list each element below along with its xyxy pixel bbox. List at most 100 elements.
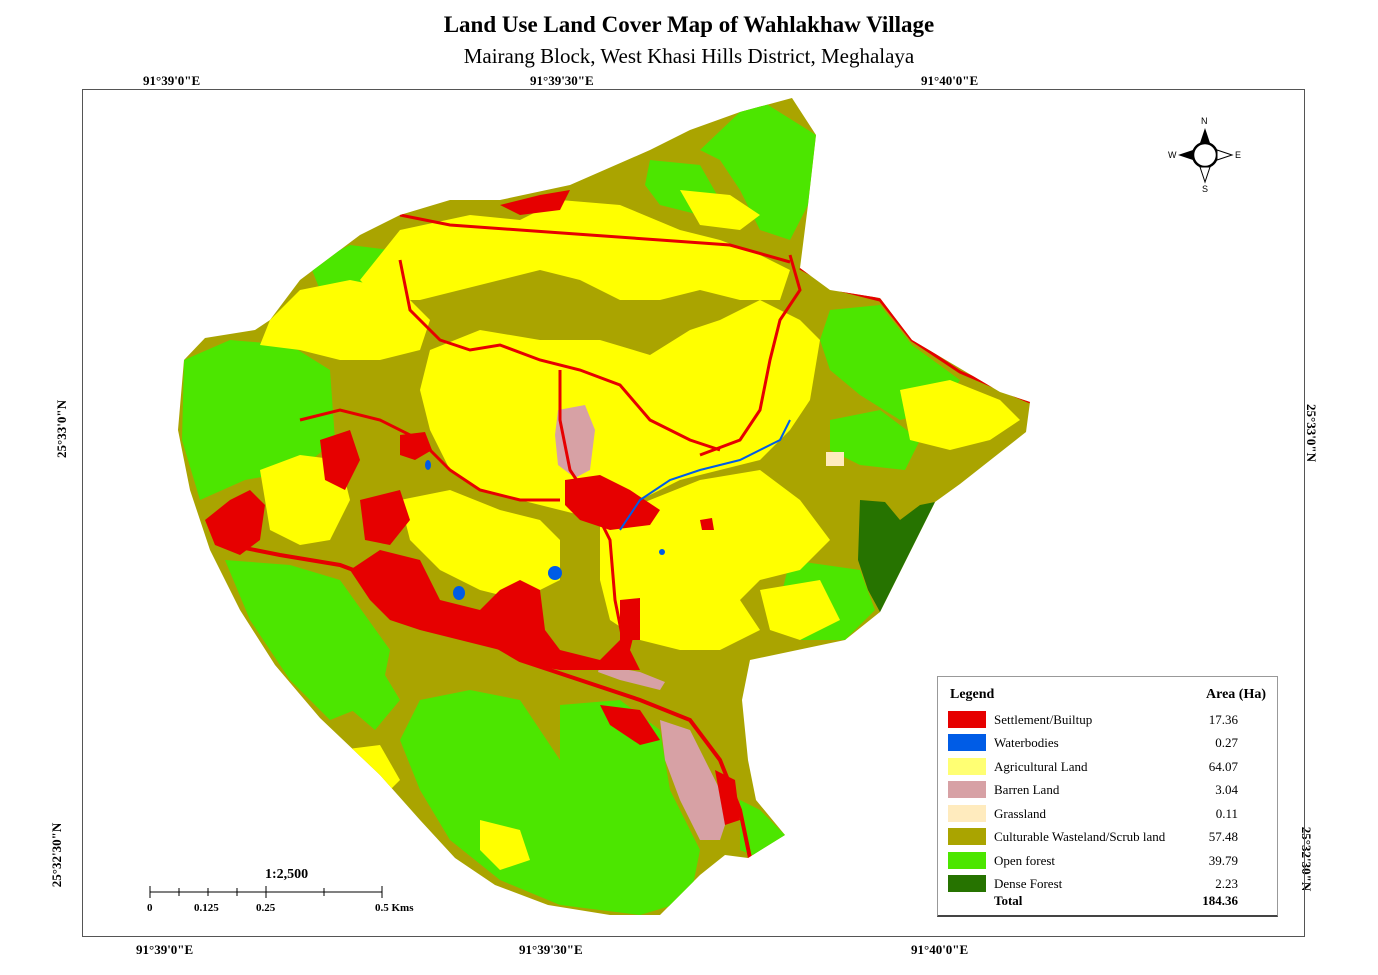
legend-area-header: Area (Ha) bbox=[1206, 687, 1266, 702]
scale-bar bbox=[149, 886, 383, 898]
settlement-southeast bbox=[715, 770, 740, 825]
agricultural-southeast bbox=[760, 580, 840, 640]
coord-bottom-1: 91°39'0"E bbox=[136, 942, 194, 957]
settlement-main bbox=[350, 550, 640, 670]
agricultural-northeast-strip bbox=[680, 190, 760, 230]
coord-right-1: 25°33'0"N bbox=[1303, 404, 1319, 462]
road-north bbox=[399, 213, 791, 264]
legend-title: Legend bbox=[950, 687, 995, 702]
compass-s: S bbox=[1202, 184, 1209, 194]
legend-label: Open forest bbox=[994, 853, 1056, 868]
settlement-mid-west bbox=[320, 430, 360, 490]
legend-label: Dense Forest bbox=[994, 876, 1063, 891]
legend-area: 3.04 bbox=[1215, 782, 1238, 797]
settlement-center-west bbox=[360, 490, 410, 545]
legend-label: Barren Land bbox=[994, 782, 1060, 797]
legend-item-open-forest: Open forest 39.79 bbox=[948, 850, 1268, 872]
road-main bbox=[229, 543, 752, 859]
agricultural-south bbox=[480, 820, 530, 870]
road-west-loop bbox=[299, 408, 560, 502]
waterbody-4 bbox=[659, 549, 665, 555]
waterbody-1 bbox=[453, 586, 465, 600]
open-forest-northeast bbox=[700, 100, 816, 240]
legend-area: 39.79 bbox=[1208, 853, 1238, 868]
settlement-south bbox=[600, 705, 660, 745]
legend-item-settlement: Settlement/Builtup 17.36 bbox=[948, 709, 1268, 731]
compass-rose-icon bbox=[1178, 128, 1234, 184]
scale-tick-3: 0.5 Kms bbox=[375, 902, 414, 914]
agricultural-mid-west bbox=[400, 490, 560, 600]
legend-area: 0.11 bbox=[1215, 806, 1238, 821]
scale-tick-2: 0.25 bbox=[256, 902, 276, 914]
waterbody-3 bbox=[425, 460, 431, 470]
stream bbox=[619, 419, 791, 531]
settlement-mid bbox=[400, 432, 432, 460]
legend-area: 2.23 bbox=[1215, 876, 1238, 891]
legend-swatch bbox=[948, 805, 986, 822]
legend-label: Settlement/Builtup bbox=[994, 712, 1093, 727]
open-forest-south-2 bbox=[560, 700, 700, 915]
barren-land-south bbox=[660, 720, 730, 840]
legend-label: Waterbodies bbox=[994, 735, 1059, 750]
coord-top-1: 91°39'0"E bbox=[143, 73, 201, 88]
map-frame bbox=[82, 89, 1305, 937]
scale-tick-1: 0.125 bbox=[194, 902, 219, 914]
map-title: Land Use Land Cover Map of Wahlakhaw Vil… bbox=[443, 12, 935, 37]
barren-land-center bbox=[555, 405, 595, 478]
legend-area: 0.27 bbox=[1215, 735, 1238, 750]
coord-bottom-3: 91°40'0"E bbox=[911, 942, 969, 957]
legend-item-waterbodies: Waterbodies 0.27 bbox=[948, 732, 1268, 754]
coord-left-2: 25°32'30"N bbox=[49, 822, 65, 888]
legend-item-dense-forest: Dense Forest 2.23 bbox=[948, 873, 1268, 895]
legend-area: 17.36 bbox=[1208, 712, 1238, 727]
compass-n: N bbox=[1201, 116, 1208, 126]
agricultural-center-south bbox=[600, 470, 830, 650]
compass-w: W bbox=[1168, 150, 1177, 160]
settlement-north bbox=[500, 190, 570, 215]
legend-total-value: 184.36 bbox=[1202, 893, 1238, 908]
legend-swatch bbox=[948, 875, 986, 892]
legend-area: 64.07 bbox=[1208, 759, 1238, 774]
scale-ratio: 1:2,500 bbox=[265, 867, 309, 882]
settlement-small-2 bbox=[620, 598, 640, 640]
legend-label: Culturable Wasteland/Scrub land bbox=[994, 829, 1166, 844]
legend-label: Agricultural Land bbox=[994, 759, 1088, 774]
coord-bottom-2: 91°39'30"E bbox=[519, 942, 583, 957]
scale-tick-0: 0 bbox=[147, 902, 153, 914]
compass-e: E bbox=[1235, 150, 1242, 160]
legend-swatch bbox=[948, 781, 986, 798]
waterbody-2 bbox=[548, 566, 562, 580]
road-northeast bbox=[699, 254, 802, 457]
road-center bbox=[558, 370, 627, 651]
legend-item-barren: Barren Land 3.04 bbox=[948, 779, 1268, 801]
settlement-west bbox=[205, 490, 265, 555]
agricultural-east bbox=[900, 380, 1020, 450]
legend-swatch bbox=[948, 758, 986, 775]
legend-item-scrub: Culturable Wasteland/Scrub land 57.48 bbox=[948, 826, 1268, 848]
road-northwest bbox=[398, 259, 721, 452]
coord-top-3: 91°40'0"E bbox=[921, 73, 979, 88]
legend-swatch bbox=[948, 852, 986, 869]
legend-box: Legend Area (Ha) Settlement/Builtup 17.3… bbox=[937, 676, 1278, 917]
legend-label: Grassland bbox=[994, 806, 1046, 821]
settlement-small-1 bbox=[700, 518, 714, 530]
legend-total-row: Total 184.36 bbox=[948, 893, 1268, 911]
grassland-patch bbox=[826, 452, 844, 466]
settlement-center bbox=[565, 475, 660, 530]
open-forest-east-2 bbox=[830, 410, 920, 470]
open-forest-south-west-2 bbox=[330, 640, 400, 730]
map-subtitle: Mairang Block, West Khasi Hills District… bbox=[463, 44, 915, 68]
coord-top-2: 91°39'30"E bbox=[530, 73, 594, 88]
dense-forest-patch bbox=[858, 500, 935, 612]
coord-left-1: 25°33'0"N bbox=[53, 400, 69, 458]
land-cover-map bbox=[149, 98, 1234, 915]
legend-item-agricultural: Agricultural Land 64.07 bbox=[948, 756, 1268, 778]
barren-land-strip bbox=[598, 665, 665, 690]
legend-item-grassland: Grassland 0.11 bbox=[948, 803, 1268, 825]
legend-total-label: Total bbox=[994, 893, 1023, 908]
legend-swatch bbox=[948, 711, 986, 728]
legend-swatch bbox=[948, 828, 986, 845]
agricultural-northwest bbox=[260, 280, 430, 360]
legend-area: 57.48 bbox=[1208, 829, 1238, 844]
legend-swatch bbox=[948, 734, 986, 751]
